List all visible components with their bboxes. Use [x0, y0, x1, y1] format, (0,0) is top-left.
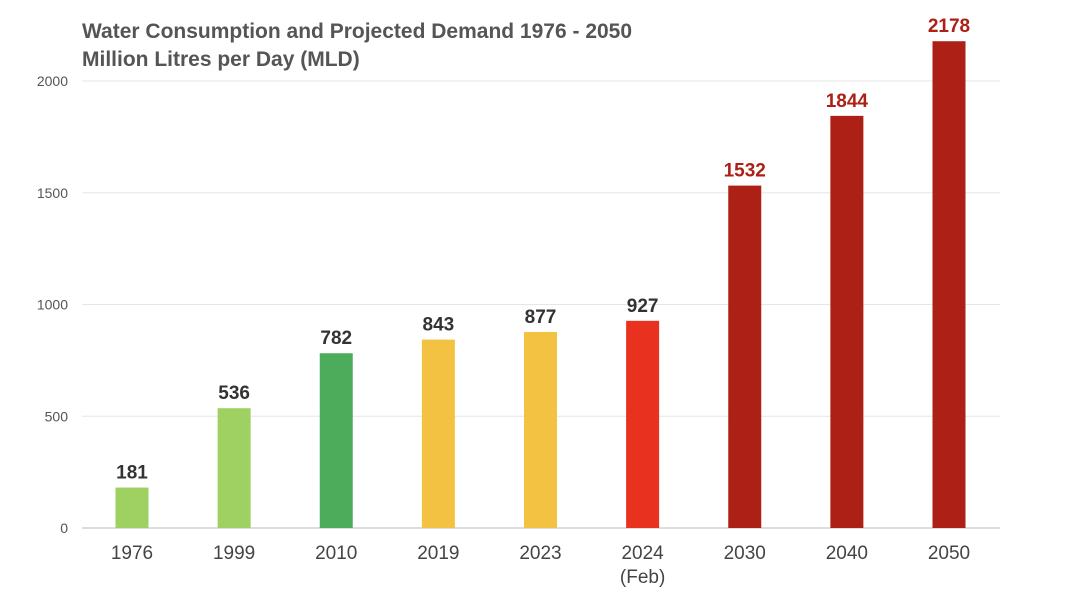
data-label: 843 — [423, 315, 455, 336]
y-tick-label: 500 — [45, 408, 69, 424]
y-tick-label: 1500 — [37, 185, 68, 201]
bar — [217, 408, 251, 528]
bar — [626, 320, 660, 528]
y-tick-label: 2000 — [37, 73, 68, 89]
x-tick-label: 2019 — [417, 543, 459, 564]
data-label: 536 — [218, 383, 250, 404]
chart-title-line: Water Consumption and Projected Demand 1… — [82, 20, 633, 43]
x-tick-label: (Feb) — [620, 567, 665, 588]
x-tick-label: 2023 — [519, 543, 561, 564]
x-axis: 1976 1999 2010 2019 2023 2024 (Feb) 2030 2040 205… — [111, 543, 970, 588]
data-label: 877 — [525, 307, 557, 328]
bar — [830, 115, 864, 528]
chart-subtitle: Million Litres per Day (MLD) — [82, 48, 360, 71]
data-label: 181 — [116, 463, 148, 484]
data-label: 782 — [320, 328, 352, 349]
x-tick-label: 2040 — [826, 543, 868, 564]
y-axis: 0 500 1000 1500 2000 — [37, 73, 68, 536]
data-label: 2178 — [928, 16, 970, 37]
bar — [115, 487, 149, 528]
bar — [421, 339, 455, 528]
x-tick-label: 2010 — [315, 543, 357, 564]
data-labels: 181 536 782 843 877 927 1532 1844 2178 — [116, 16, 970, 483]
data-label: 927 — [627, 296, 659, 317]
bar — [932, 41, 966, 528]
x-tick-label: 1999 — [213, 543, 255, 564]
x-tick-label: 1976 — [111, 543, 153, 564]
bar — [319, 353, 353, 528]
x-tick-label: 2030 — [724, 543, 766, 564]
bar — [728, 185, 762, 528]
x-tick-label: 2024 — [621, 543, 664, 564]
bar — [524, 331, 557, 528]
data-label: 1532 — [724, 161, 766, 182]
x-tick-label: 2050 — [928, 543, 970, 564]
y-tick-label: 1000 — [37, 297, 68, 313]
bars — [115, 41, 966, 528]
chart-title: Water Consumption and Projected Demand 1… — [82, 18, 632, 74]
y-tick-label: 0 — [60, 520, 68, 536]
data-label: 1844 — [826, 91, 869, 112]
